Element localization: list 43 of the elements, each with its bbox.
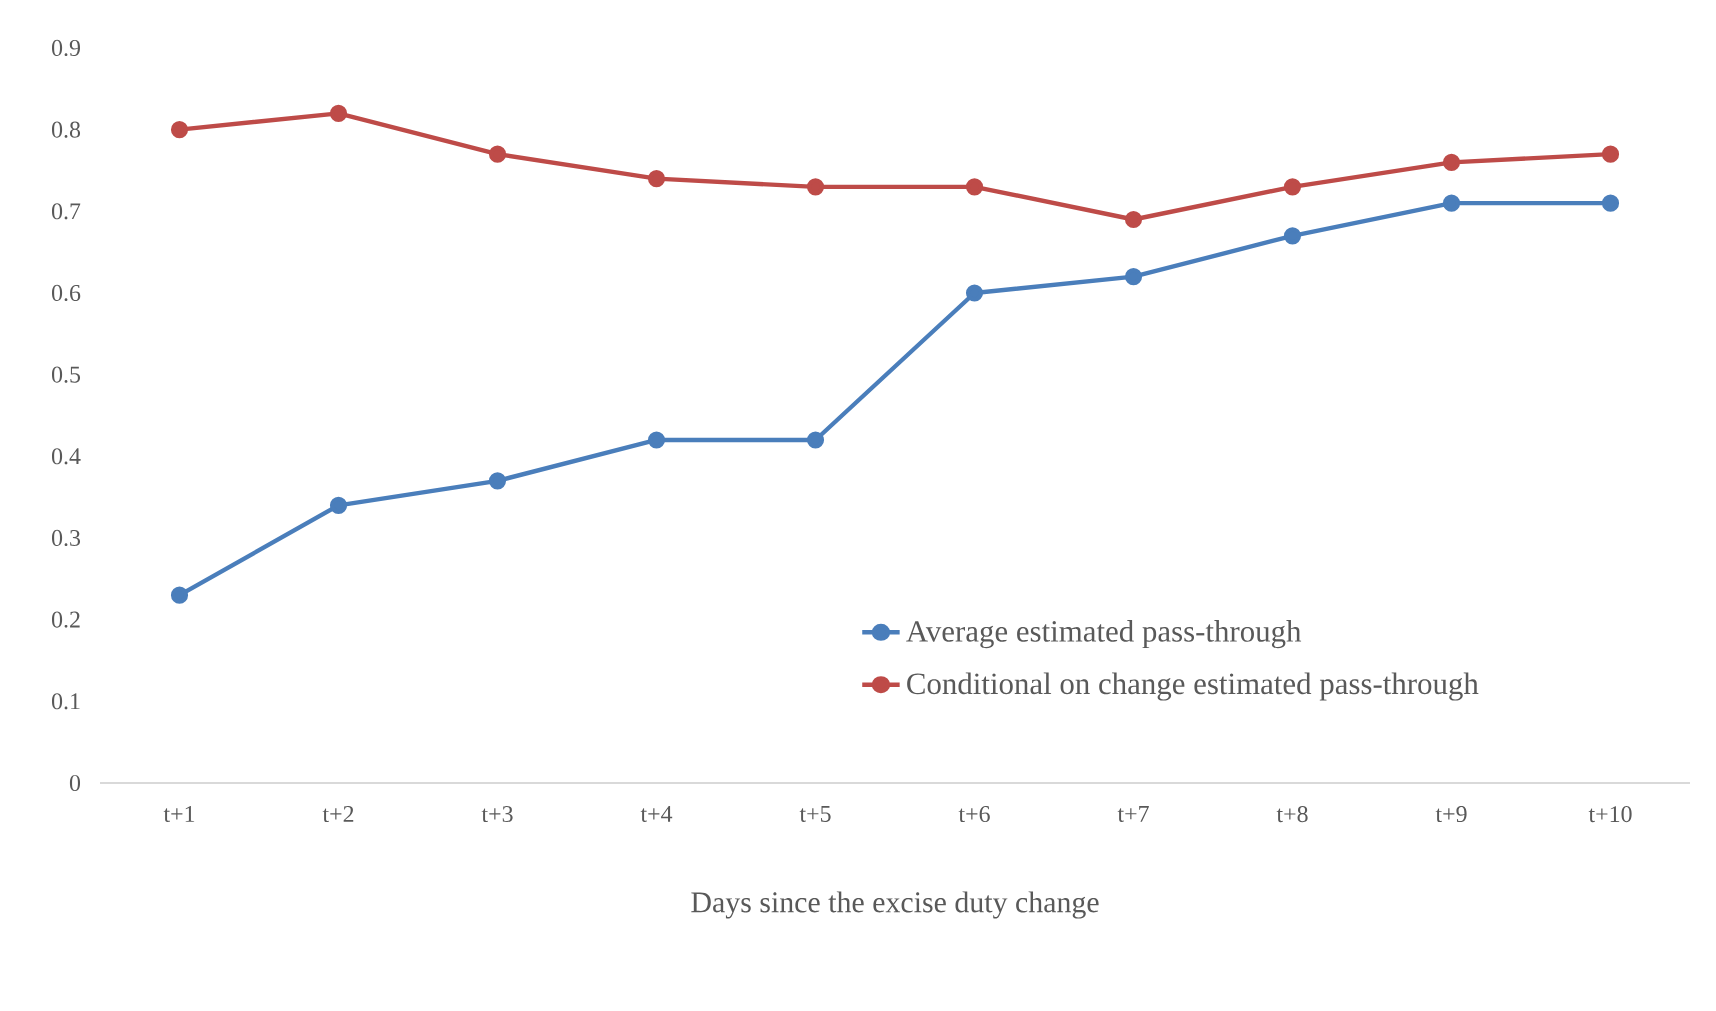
y-tick-label: 0.4 xyxy=(51,448,81,465)
point xyxy=(1442,153,1461,171)
x-tick-label: t+3 xyxy=(481,806,513,823)
legend-label: Conditional on change estimated pass-through xyxy=(907,672,1479,701)
y-tick-label: 0.2 xyxy=(51,611,80,628)
point xyxy=(170,586,189,604)
point xyxy=(1283,227,1302,245)
x-tick-label: t+10 xyxy=(1588,806,1632,823)
point xyxy=(329,104,348,122)
point xyxy=(1283,178,1302,196)
y-tick-label: 0 xyxy=(69,774,81,792)
y-tick-label: 0.7 xyxy=(51,203,81,220)
y-tick-label: 0.5 xyxy=(51,366,81,383)
point xyxy=(488,145,507,163)
x-tick-label: t+4 xyxy=(640,806,673,822)
point xyxy=(488,472,507,490)
y-tick-label: 0.1 xyxy=(51,693,80,710)
y-tick-label: 0.8 xyxy=(51,121,81,138)
y-tick-label: 0.3 xyxy=(51,529,81,547)
point xyxy=(965,178,984,196)
x-tick-label: t+8 xyxy=(1276,806,1308,823)
x-tick-label: t+1 xyxy=(163,806,195,823)
point xyxy=(1601,194,1620,212)
point xyxy=(170,121,189,139)
point xyxy=(1124,210,1143,229)
y-tick-label: 0.6 xyxy=(51,284,81,302)
x-tick-label: t+5 xyxy=(799,806,831,822)
y-tick-label: 0.9 xyxy=(51,39,80,57)
point xyxy=(1601,145,1620,163)
x-tick-label: t+9 xyxy=(1435,806,1467,823)
point xyxy=(329,496,348,514)
legend-label: Average estimated pass-through xyxy=(906,620,1302,649)
point xyxy=(647,170,666,188)
point xyxy=(806,431,825,449)
point xyxy=(806,178,825,196)
point xyxy=(1442,194,1461,212)
x-axis-title: Days since the excise duty change xyxy=(691,891,1099,919)
point xyxy=(965,284,984,302)
point xyxy=(1124,268,1143,286)
x-tick-label: t+2 xyxy=(322,806,354,823)
x-tick-label: t+7 xyxy=(1117,806,1149,822)
x-tick-label: t+6 xyxy=(958,806,990,823)
point xyxy=(647,431,666,449)
